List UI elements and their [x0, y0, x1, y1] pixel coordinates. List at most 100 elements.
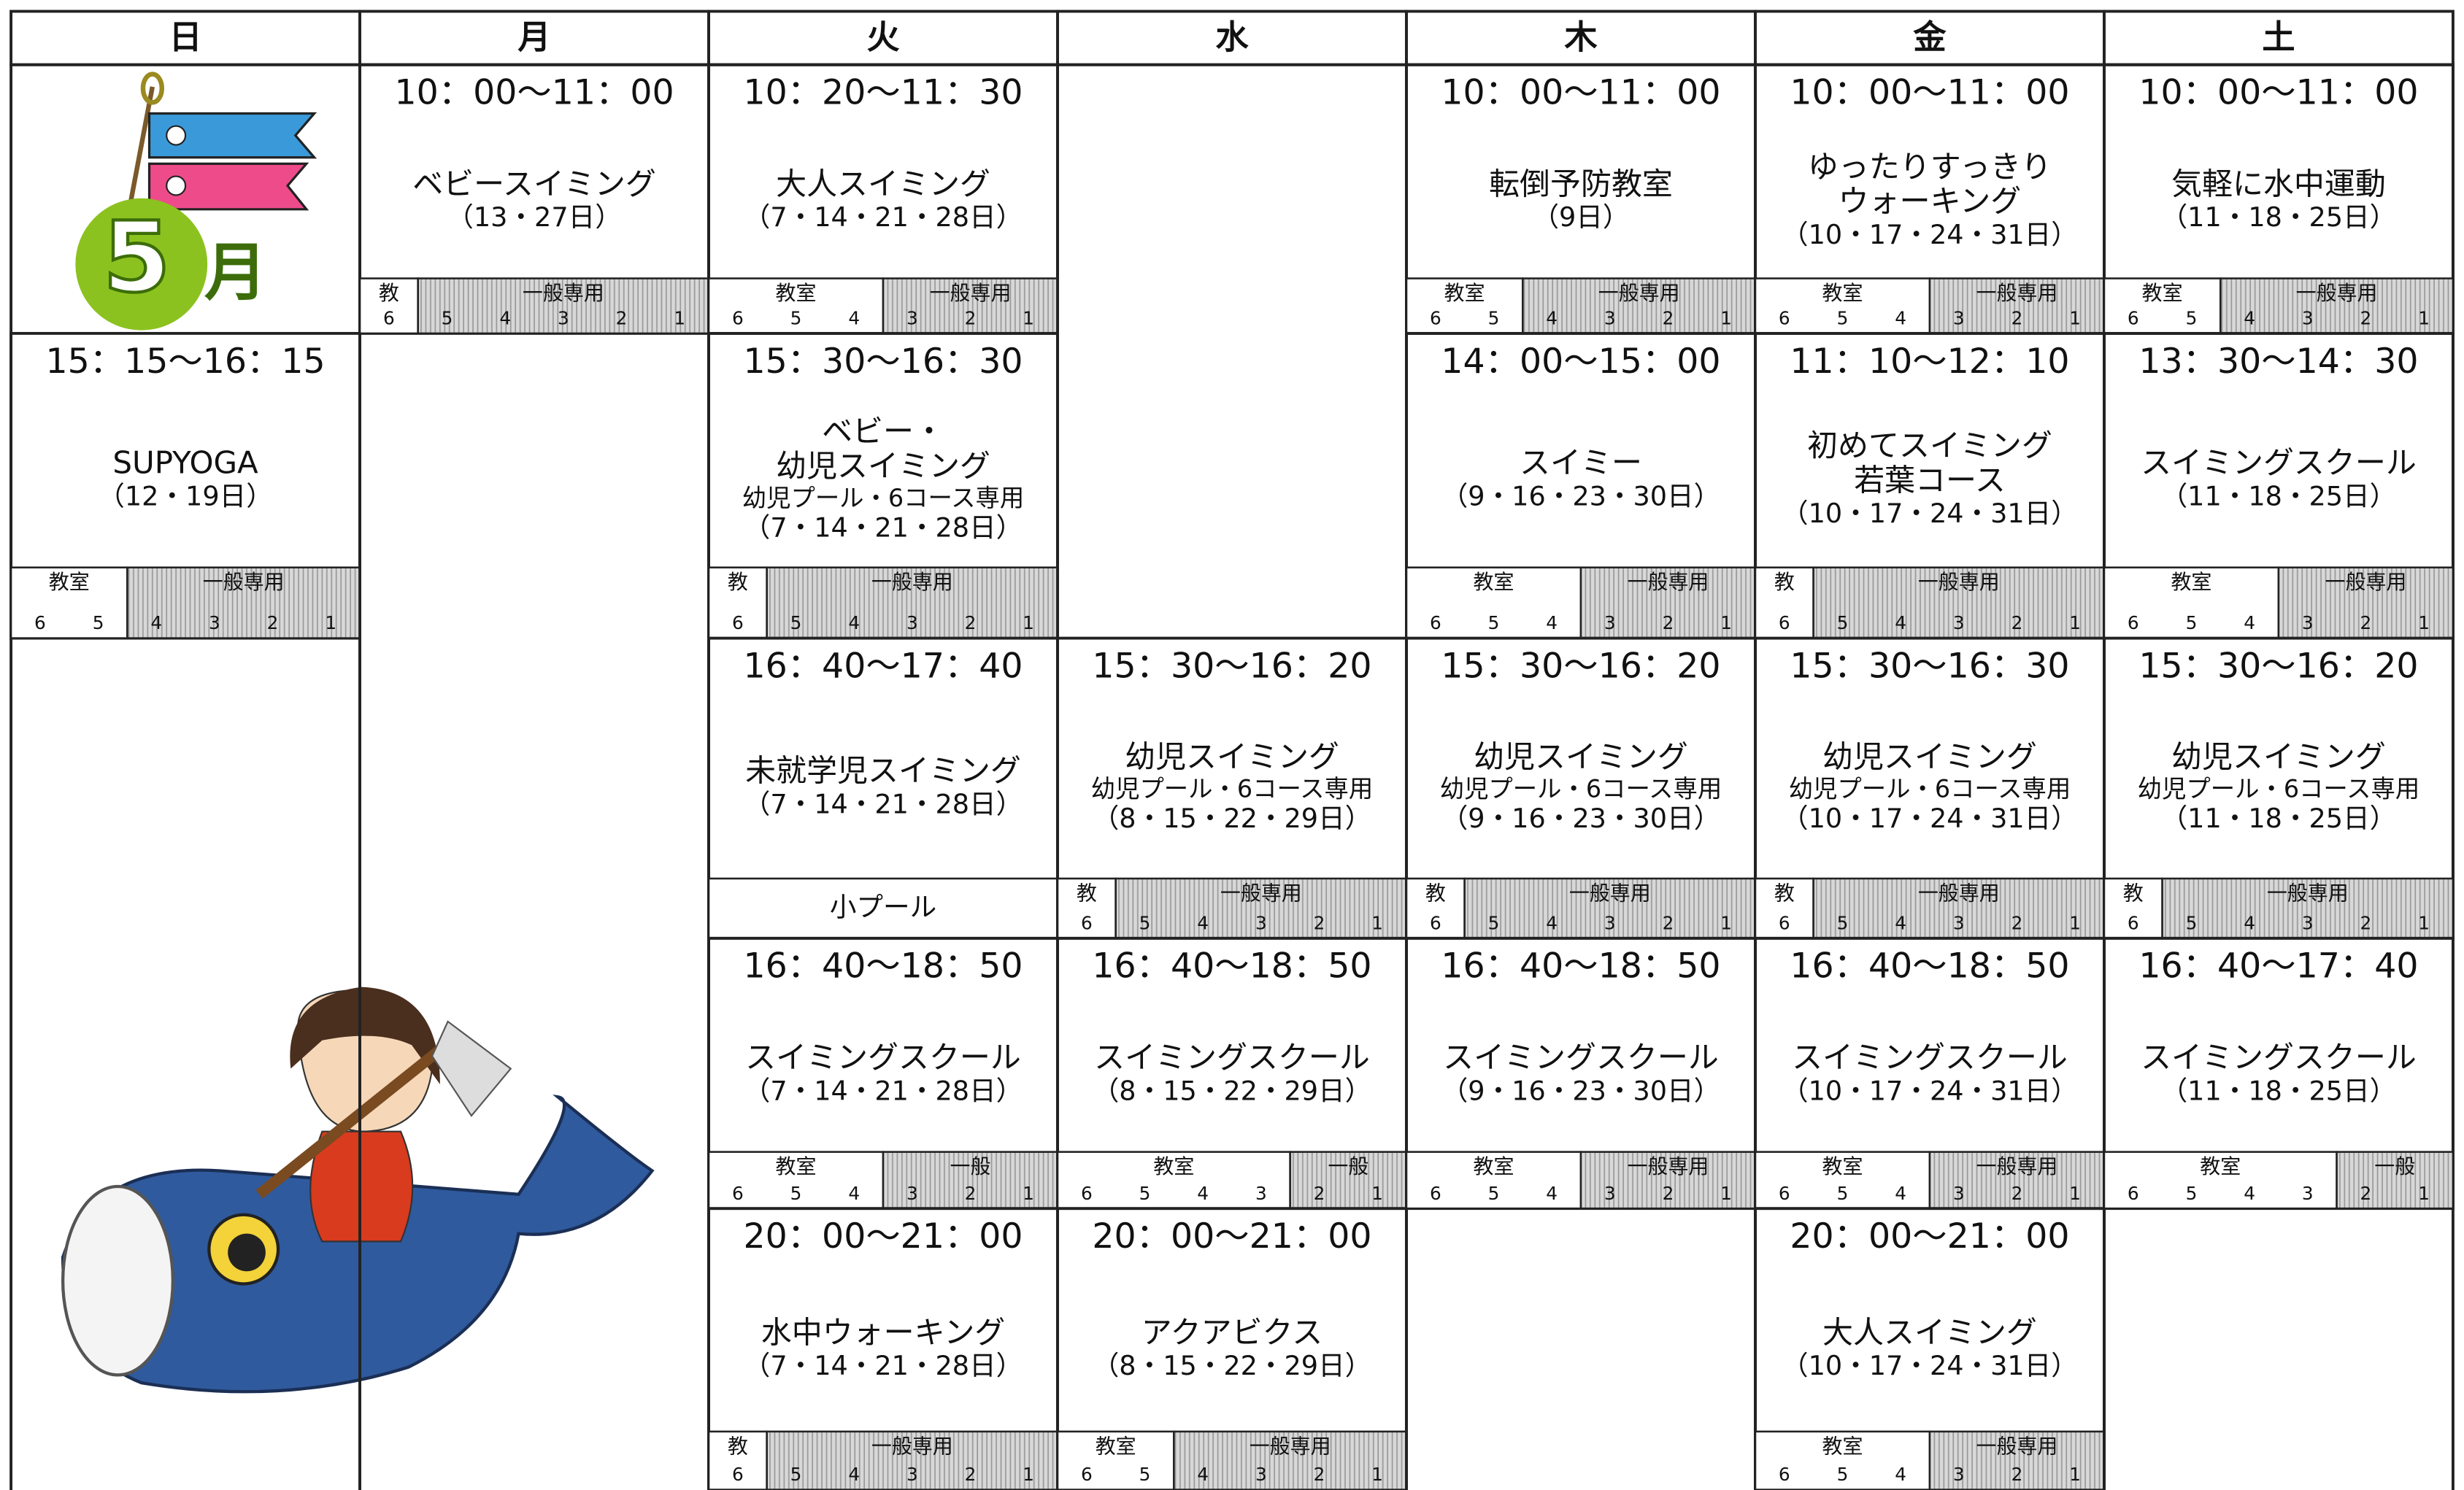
slot-line: 幼児スイミング: [1474, 738, 1688, 774]
slot-time: 10：00〜11：00: [1790, 73, 2069, 113]
lane-label: 一般専用: [1976, 1154, 2058, 1178]
slot-line: 若葉コース: [1854, 462, 2006, 498]
lane-number: 4: [499, 308, 511, 329]
lane-block: [2219, 277, 2455, 335]
lane-number: 5: [93, 612, 104, 633]
slot-time: 16：40〜17：40: [2138, 946, 2418, 987]
lane-label: 一般専用: [1628, 1154, 1709, 1178]
lane-number: 4: [848, 1183, 860, 1204]
lane-block: [2277, 566, 2455, 639]
lane-label: 一般専用: [1918, 881, 2000, 906]
slot-line: （7・14・21・28日）: [744, 1075, 1023, 1106]
lane-number: 2: [965, 1183, 977, 1204]
slot-line: （11・18・25日）: [2161, 480, 2397, 512]
lane-number: 4: [2244, 912, 2255, 933]
lane-number: 3: [1953, 1464, 1965, 1485]
lane-block: [1754, 1151, 1931, 1210]
lane-number: 6: [732, 308, 744, 329]
slot-time: 10：00〜11：00: [394, 73, 674, 113]
slot-line: （9日）: [1532, 201, 1629, 233]
lane-block: [707, 877, 1059, 940]
lane-number: 1: [1023, 1464, 1034, 1485]
slot-line: 転倒予防教室: [1489, 166, 1673, 202]
lane-number: 2: [965, 1464, 977, 1485]
slot-line: （9・16・23・30日）: [1441, 480, 1721, 512]
lane-number: 3: [558, 308, 569, 329]
lane-number: 5: [2186, 912, 2198, 933]
slot-line: （8・15・22・29日）: [1093, 1350, 1372, 1381]
lane-number: 3: [2302, 1183, 2314, 1204]
day-label: 木: [1564, 18, 1598, 56]
slot-line: （11・18・25日）: [2161, 201, 2397, 233]
slot-line: ベビースイミング: [412, 166, 656, 202]
slot-line: （10・17・24・31日）: [1782, 1075, 2078, 1106]
lane-number: 3: [1953, 308, 1965, 329]
slot-line: （7・14・21・28日）: [744, 201, 1023, 233]
lane-block: [9, 566, 128, 639]
slot-line: 幼児スイミング: [1125, 738, 1339, 774]
slot-line: スイミングスクール: [1094, 1040, 1370, 1076]
lane-label: 教室: [1153, 1154, 1194, 1178]
lane-block: [1405, 877, 1466, 940]
lane-number: 3: [1604, 308, 1616, 329]
day-label: 日: [169, 18, 201, 56]
slot-line: （8・15・22・29日）: [1093, 803, 1372, 834]
lane-number: 6: [732, 612, 744, 633]
lane-block: [126, 566, 361, 639]
slot-line: （7・14・21・28日）: [744, 1350, 1023, 1381]
slot-line: （7・14・21・28日）: [744, 788, 1023, 819]
lane-number: 5: [1837, 1464, 1849, 1485]
lane-number: 3: [1953, 912, 1965, 933]
lane-number: 6: [732, 1183, 744, 1204]
lane-block: [1056, 1430, 1175, 1490]
lane-number: 5: [2186, 308, 2198, 329]
lane-number: 5: [790, 612, 802, 633]
slot-line: （9・16・23・30日）: [1441, 803, 1721, 834]
lane-number: 1: [1720, 612, 1732, 633]
lane-label: 教: [1077, 881, 1097, 906]
lane-block: [707, 1151, 885, 1210]
lane-label: 一般: [2374, 1154, 2415, 1178]
lane-number: 3: [2302, 612, 2314, 633]
lane-label: 一般専用: [2267, 881, 2349, 906]
lane-number: 4: [1546, 308, 1558, 329]
slot-line: （10・17・24・31日）: [1782, 1350, 2078, 1381]
slot-time: 10：00〜11：00: [2138, 73, 2418, 113]
lane-number: 6: [1081, 1464, 1093, 1485]
lane-number: 6: [1081, 912, 1093, 933]
slot-line: （10・17・24・31日）: [1782, 219, 2078, 250]
slot-line: ベビー・: [822, 414, 944, 449]
lane-number: 6: [1081, 1183, 1093, 1204]
lane-number: 6: [1430, 308, 1441, 329]
lane-number: 1: [2418, 612, 2430, 633]
lane-number: 2: [2360, 308, 2372, 329]
lane-label: 一般専用: [1250, 1434, 1331, 1458]
lane-block: [1405, 277, 1524, 335]
lane-number: 5: [790, 1183, 802, 1204]
lane-number: 6: [34, 612, 46, 633]
slot-line: 幼児プール・6コース専用: [1091, 774, 1374, 803]
lane-number: 2: [2011, 1183, 2023, 1204]
lane-label: 小プール: [830, 891, 936, 922]
lane-number: 6: [383, 308, 395, 329]
slot-line: 大人スイミング: [1822, 1314, 2037, 1350]
slot-line: 幼児プール・6コース専用: [2138, 774, 2420, 803]
lane-number: 1: [1371, 1183, 1383, 1204]
lane-number: 4: [2244, 612, 2255, 633]
lane-number: 4: [2244, 1183, 2255, 1204]
slot-line: 未就学児スイミング: [745, 753, 1021, 789]
lane-number: 4: [1546, 912, 1558, 933]
lane-label: 一般専用: [871, 1434, 953, 1458]
lane-number: 6: [1779, 612, 1790, 633]
lane-block: [1928, 1430, 2106, 1490]
lane-number: 6: [1779, 912, 1790, 933]
slot-time: 14：00〜15：00: [1441, 341, 1720, 382]
slot-line: 幼児スイミング: [1822, 738, 2037, 774]
lane-label: 教室: [1474, 1154, 1514, 1178]
slot-line: （11・18・25日）: [2161, 803, 2397, 834]
lane-number: 3: [1953, 1183, 1965, 1204]
lane-number: 5: [790, 308, 802, 329]
lane-number: 4: [1895, 308, 1906, 329]
lane-block: [2336, 1151, 2455, 1210]
